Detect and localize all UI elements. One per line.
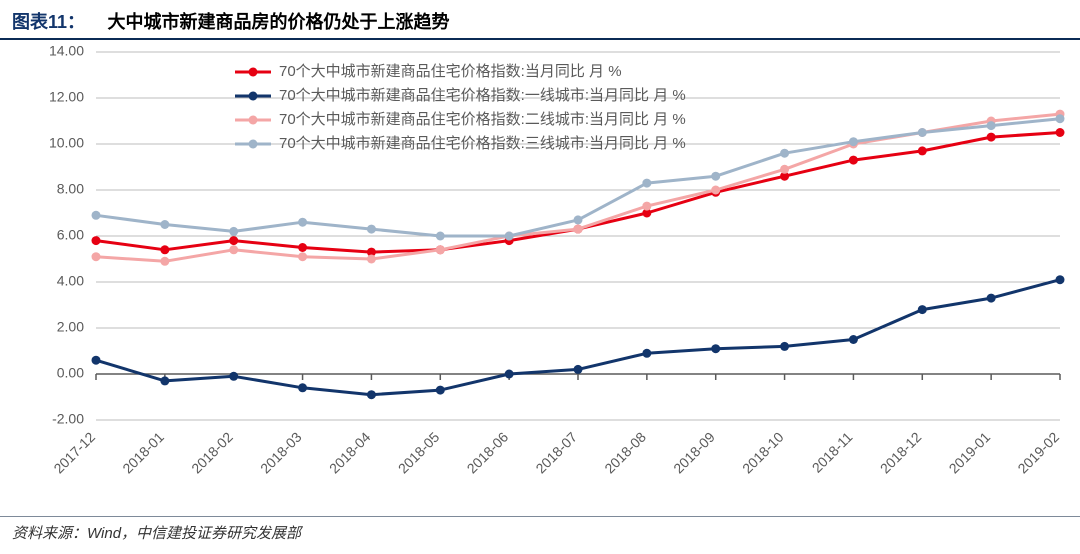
series-marker [987, 133, 996, 142]
series-marker [160, 220, 169, 229]
series-marker [849, 335, 858, 344]
series-marker [92, 356, 101, 365]
series-marker [436, 386, 445, 395]
x-tick-label: 2018-03 [257, 429, 305, 477]
x-tick-label: 2018-07 [532, 429, 580, 477]
series-marker [849, 137, 858, 146]
y-tick-label: 0.00 [57, 365, 84, 381]
series-marker [1056, 114, 1065, 123]
legend-swatch-marker [249, 92, 258, 101]
series-marker [367, 225, 376, 234]
series-marker [367, 390, 376, 399]
legend-label: 70个大中城市新建商品住宅价格指数:一线城市:当月同比 月 % [279, 87, 686, 104]
y-tick-label: 14.00 [49, 43, 84, 59]
series-marker [574, 225, 583, 234]
series-marker [918, 305, 927, 314]
source-label: 资料来源：Wind，中信建投证券研究发展部 [12, 522, 301, 543]
x-tick-label: 2018-06 [464, 429, 512, 477]
x-tick-label: 2018-09 [670, 429, 718, 477]
series-marker [780, 165, 789, 174]
x-tick-label: 2019-02 [1014, 429, 1062, 477]
legend-swatch-marker [249, 116, 258, 125]
series-marker [987, 294, 996, 303]
x-tick-label: 2018-10 [739, 429, 787, 477]
series-marker [642, 349, 651, 358]
series-marker [987, 121, 996, 130]
legend-label: 70个大中城市新建商品住宅价格指数:二线城市:当月同比 月 % [279, 111, 686, 128]
series-marker [160, 257, 169, 266]
line-chart-svg: -2.00 0.00 2.00 4.00 6.00 8.00 10.00 12.00 14.00… [0, 40, 1080, 510]
y-tick-label: 4.00 [57, 273, 84, 289]
y-tick-label: 8.00 [57, 181, 84, 197]
series-marker [574, 215, 583, 224]
series-marker [505, 232, 514, 241]
x-tick-label: 2018-01 [119, 429, 167, 477]
x-tick-label: 2017-12 [50, 429, 98, 477]
series-marker [229, 236, 238, 245]
series-marker [642, 202, 651, 211]
series-marker [92, 211, 101, 220]
series-marker [711, 172, 720, 181]
series-marker [505, 370, 514, 379]
x-tick-label: 2018-08 [601, 429, 649, 477]
series-marker [298, 218, 307, 227]
y-tick-label: 2.00 [57, 319, 84, 335]
series-marker [711, 344, 720, 353]
series-marker [367, 255, 376, 264]
legend-label: 70个大中城市新建商品住宅价格指数:三线城市:当月同比 月 % [279, 135, 686, 152]
series-marker [436, 245, 445, 254]
x-tick-label: 2018-12 [877, 429, 925, 477]
series-marker [780, 149, 789, 158]
series-marker [780, 342, 789, 351]
series-marker [229, 245, 238, 254]
series-marker [229, 372, 238, 381]
series-marker [436, 232, 445, 241]
x-tick-label: 2018-05 [395, 429, 443, 477]
series-marker [298, 252, 307, 261]
series-marker [298, 383, 307, 392]
y-tick-label: -2.00 [52, 411, 84, 427]
x-tick-label: 2018-11 [809, 429, 856, 476]
series-marker [711, 186, 720, 195]
x-tick-label: 2018-02 [188, 429, 236, 477]
series-marker [92, 252, 101, 261]
x-tick-label: 2018-04 [326, 429, 374, 477]
series-marker [160, 245, 169, 254]
series-marker [92, 236, 101, 245]
figure-title: 大中城市新建商品房的价格仍处于上涨趋势 [107, 12, 449, 32]
chart-area: -2.00 0.00 2.00 4.00 6.00 8.00 10.00 12.00 14.00… [0, 40, 1080, 510]
x-tick-label: 2019-01 [946, 429, 994, 477]
legend-label: 70个大中城市新建商品住宅价格指数:当月同比 月 % [279, 63, 622, 80]
series-marker [160, 376, 169, 385]
legend-swatch-marker [249, 140, 258, 149]
y-tick-label: 10.00 [49, 135, 84, 151]
figure-number: 图表11： [12, 12, 85, 32]
series-marker [1056, 275, 1065, 284]
title-bar: 图表11： 大中城市新建商品房的价格仍处于上涨趋势 [0, 0, 1080, 42]
figure-frame: 图表11： 大中城市新建商品房的价格仍处于上涨趋势 -2.00 0.00 2.00 4… [0, 0, 1080, 554]
y-tick-label: 12.00 [49, 89, 84, 105]
series-marker [642, 179, 651, 188]
legend-swatch-marker [249, 68, 258, 77]
series-marker [574, 365, 583, 374]
series-marker [229, 227, 238, 236]
series-marker [918, 146, 927, 155]
series-marker [1056, 128, 1065, 137]
series-marker [918, 128, 927, 137]
series-marker [298, 243, 307, 252]
source-divider [0, 516, 1080, 517]
y-tick-label: 6.00 [57, 227, 84, 243]
series-marker [849, 156, 858, 165]
